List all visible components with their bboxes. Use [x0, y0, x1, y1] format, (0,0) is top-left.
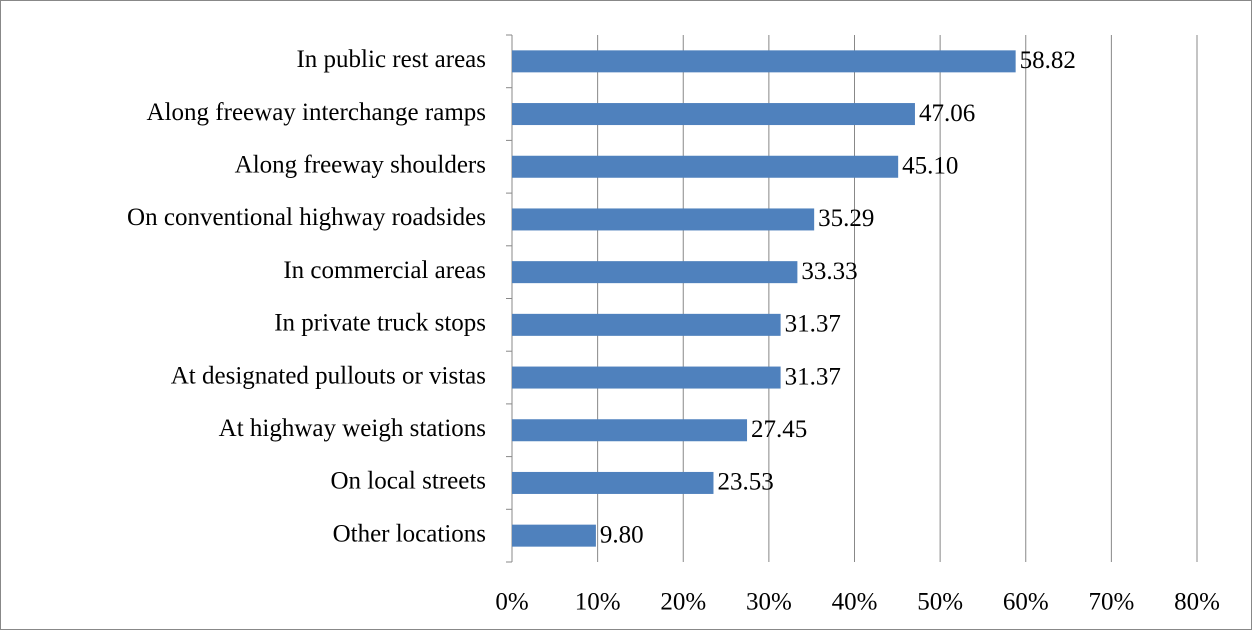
x-tick-label: 10%: [575, 589, 621, 616]
x-tick-label: 60%: [1003, 589, 1049, 616]
x-tick-label: 30%: [746, 589, 792, 616]
y-tick-label: On conventional highway roadsides: [127, 204, 486, 231]
bar: [512, 50, 1016, 73]
bar: [512, 366, 781, 389]
y-tick-label: At designated pullouts or vistas: [171, 362, 486, 389]
x-tick-label: 20%: [660, 589, 706, 616]
x-tick-label: 80%: [1174, 589, 1220, 616]
x-tick-label: 40%: [832, 589, 878, 616]
bar: [512, 103, 915, 126]
data-label: 35.29: [818, 205, 874, 232]
data-label: 31.37: [785, 363, 841, 390]
y-tick-label: In public rest areas: [296, 46, 486, 73]
bar: [512, 524, 596, 547]
y-tick-label: In commercial areas: [283, 257, 486, 284]
bar: [512, 419, 748, 442]
bar: [512, 313, 781, 336]
y-tick-label: Along freeway interchange ramps: [147, 99, 486, 126]
data-label: 27.45: [751, 416, 807, 443]
y-tick-label: Other locations: [333, 520, 486, 547]
x-tick-label: 0%: [495, 589, 528, 616]
data-label: 45.10: [902, 152, 958, 179]
data-label: 33.33: [801, 258, 857, 285]
y-tick-label: Along freeway shoulders: [235, 151, 486, 178]
data-label: 58.82: [1020, 47, 1076, 74]
data-label: 23.53: [717, 469, 773, 496]
y-tick-label: In private truck stops: [274, 310, 486, 337]
bar: [512, 208, 815, 231]
x-tick-label: 50%: [917, 589, 963, 616]
y-tick-label: At highway weigh stations: [219, 415, 486, 442]
bar: [512, 261, 798, 284]
bar: [512, 155, 899, 178]
y-tick-label: On local streets: [330, 468, 486, 495]
bar: [512, 471, 714, 494]
data-label: 47.06: [919, 100, 975, 127]
x-tick-label: 70%: [1088, 589, 1134, 616]
data-label: 9.80: [600, 521, 644, 548]
data-label: 31.37: [785, 311, 841, 338]
